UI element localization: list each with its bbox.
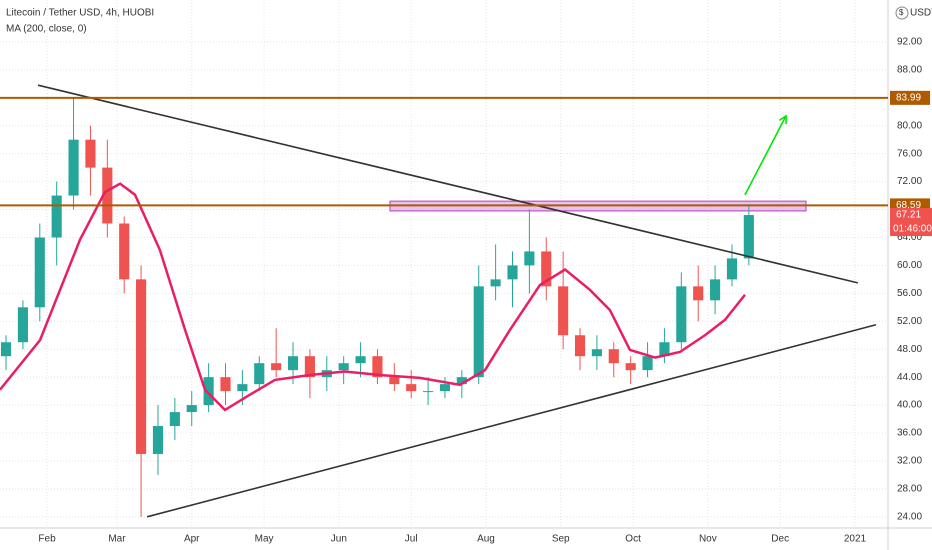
y-tick-label: 28.00: [897, 484, 922, 495]
candle-body: [406, 384, 417, 392]
x-tick-label: Nov: [699, 534, 717, 545]
price-level-tag: [890, 90, 930, 105]
candle-body: [524, 251, 535, 266]
candle-body: [389, 377, 400, 385]
y-tick-label: 56.00: [897, 288, 922, 299]
x-tick-label: Dec: [771, 534, 789, 545]
y-tick-label: 32.00: [897, 456, 922, 467]
y-tick-label: 88.00: [897, 64, 922, 75]
candle-body: [710, 279, 721, 301]
x-tick-label: Feb: [38, 534, 56, 545]
plot: [0, 0, 888, 528]
x-tick-label: May: [255, 534, 274, 545]
candle-body: [220, 377, 231, 392]
candle-body: [541, 251, 552, 287]
candle-body: [574, 335, 586, 357]
y-tick-label: 40.00: [897, 400, 922, 411]
candle-body: [676, 286, 687, 343]
x-tick-label: Aug: [477, 534, 495, 545]
trend-line: [146, 323, 877, 518]
candle-body: [642, 356, 653, 371]
candle-body: [85, 139, 96, 168]
x-tick-label: Jun: [331, 534, 347, 545]
candle-body: [34, 237, 45, 308]
currency-label: USDT: [910, 8, 932, 19]
candle-body: [237, 384, 248, 392]
candle-body: [17, 307, 28, 343]
candle-body: [490, 279, 501, 287]
y-tick-label: 24.00: [897, 511, 922, 522]
candle-body: [625, 363, 636, 371]
candle-body: [507, 265, 518, 280]
y-tick-label: 80.00: [897, 120, 922, 131]
candle-body: [287, 356, 299, 371]
candle-body: [304, 356, 315, 378]
currency-icon-symbol: $: [899, 8, 904, 17]
candle-body: [659, 342, 670, 357]
y-tick-label: 48.00: [897, 344, 922, 355]
candle-body: [693, 286, 704, 301]
x-tick-label: Oct: [625, 534, 641, 545]
candle-body: [608, 349, 619, 364]
candle-body: [439, 384, 451, 392]
price-level-label: 83.99: [896, 92, 921, 103]
x-tick-label: Sep: [552, 534, 570, 545]
candle-body: [68, 139, 79, 196]
candle-body: [102, 167, 113, 224]
x-tick-label: Apr: [184, 534, 200, 545]
candle-body: [203, 377, 214, 406]
y-tick-label: 44.00: [897, 372, 922, 383]
candle-body: [743, 215, 754, 259]
indicator-label: MA (200, close, 0): [6, 24, 87, 35]
y-tick-label: 72.00: [897, 176, 922, 187]
x-tick-label: Mar: [108, 534, 126, 545]
candle-body: [473, 286, 484, 378]
candle-body: [51, 195, 62, 238]
candle-body: [355, 356, 366, 364]
candle-body: [254, 363, 265, 385]
candle-body: [271, 363, 282, 371]
trend-line: [744, 115, 787, 196]
trend-line: [37, 84, 859, 284]
candle-body: [456, 377, 467, 385]
candle-body: [152, 426, 164, 454]
last-price-tag: [890, 208, 932, 237]
candle-body: [169, 412, 180, 427]
candle-body: [0, 342, 12, 357]
candle-body: [372, 356, 383, 378]
y-tick-label: 92.00: [897, 37, 922, 48]
x-tick-label: 2021: [844, 534, 867, 545]
y-tick-label: 36.00: [897, 428, 922, 439]
y-tick-label: 64.00: [897, 232, 922, 243]
moving-average: [0, 182, 746, 412]
last-price-label: 67.21: [896, 210, 921, 221]
x-tick-label: Jul: [405, 534, 418, 545]
candle-body: [119, 223, 130, 280]
y-tick-label: 76.00: [897, 148, 922, 159]
chart-title: Litecoin / Tether USD, 4h, HUOBI: [6, 8, 154, 19]
candle-body: [558, 286, 569, 336]
currency-icon: [895, 6, 909, 20]
candle-body: [186, 405, 197, 413]
candle-body: [136, 279, 147, 454]
price-level-label: 68.59: [896, 200, 921, 211]
y-tick-label: 52.00: [897, 316, 922, 327]
candle-body: [591, 349, 602, 357]
y-tick-label: 60.00: [897, 260, 922, 271]
arrow-head: [778, 114, 787, 124]
candle-body: [423, 391, 434, 393]
candle-body: [338, 363, 349, 371]
candle-body: [726, 258, 738, 280]
countdown-label: 01:46:00: [893, 224, 932, 235]
